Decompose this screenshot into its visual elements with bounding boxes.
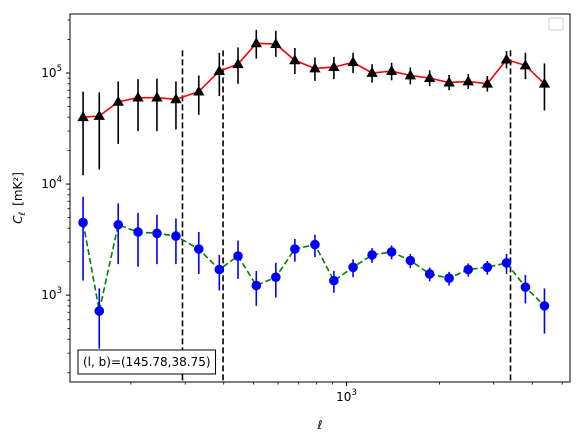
series-2-line [82, 222, 546, 312]
vertical-lines [181, 50, 512, 382]
series-1-point [93, 110, 105, 120]
series-2-point [482, 262, 493, 273]
series-2-point [171, 231, 181, 241]
annotation: (l, b)=(145.78,38.75) [77, 349, 217, 375]
series-1-point [112, 95, 124, 106]
series-2-point [348, 262, 358, 273]
series-2-point [133, 227, 143, 237]
x-axis-label: ℓ [317, 418, 323, 432]
series-2-point [233, 251, 243, 261]
annotation-box [77, 349, 217, 375]
series-2-point [152, 228, 162, 239]
series-1-point [538, 77, 551, 88]
y-axis-label: Cℓ [mK²] [11, 172, 28, 224]
series-2-point [405, 255, 416, 266]
y-tick-label: 104 [41, 175, 62, 191]
series-1-point [289, 54, 301, 65]
series-2-point [329, 275, 339, 286]
series-1-point [132, 91, 144, 102]
axis-labels: ℓ Cℓ [mK²] [11, 172, 323, 432]
annotation-text: (l, b)=(145.78,38.75) [83, 355, 211, 369]
series-2-point [520, 282, 531, 292]
series-1-point [213, 65, 226, 76]
series-2-point [310, 239, 320, 250]
legend-box [548, 17, 564, 31]
series-1-point [481, 77, 494, 88]
plot-frame [69, 13, 571, 383]
series-1-point [443, 76, 455, 87]
series-1-point [170, 93, 182, 104]
series-2-point [290, 244, 300, 254]
series-1-point [366, 67, 378, 77]
series-2 [78, 196, 550, 349]
series-1-point [347, 56, 359, 67]
series-2-point [113, 219, 124, 230]
series-2-point [386, 247, 397, 257]
series-1-point [385, 65, 398, 76]
series-1 [77, 29, 551, 176]
series-2-point [214, 264, 225, 275]
series-1-line [83, 42, 546, 118]
series-2-point [367, 250, 377, 260]
x-tick-label: 103 [336, 388, 357, 404]
series-1-point [309, 62, 321, 73]
series-2-point [251, 280, 262, 291]
series-1-point [151, 91, 163, 102]
series-2-point [271, 272, 281, 282]
series-1-point [519, 59, 532, 70]
series-1-point [77, 111, 89, 122]
y-tick-label: 105 [41, 64, 62, 80]
series-2-point [193, 244, 204, 254]
data-series [77, 29, 551, 349]
series-1-point [232, 58, 244, 69]
series-1-point [423, 72, 436, 82]
series-2-point [463, 264, 474, 275]
legend [548, 17, 564, 31]
series-2-point [78, 217, 88, 228]
y-tick-label: 103 [41, 286, 62, 302]
series-1-point [250, 37, 262, 48]
series-2-point [444, 273, 454, 283]
series-2-point [424, 269, 435, 279]
series-2-point [539, 301, 550, 311]
series-2-point [501, 258, 512, 268]
series-1-point [328, 61, 340, 72]
series-2-point [94, 306, 105, 316]
axis-ticks: 103 104 105 103 [41, 19, 563, 404]
series-1-point [404, 69, 417, 80]
series-1-point [270, 38, 282, 49]
series-1-point [193, 85, 205, 96]
series-1-point [462, 75, 474, 86]
series-1-point [500, 53, 513, 64]
